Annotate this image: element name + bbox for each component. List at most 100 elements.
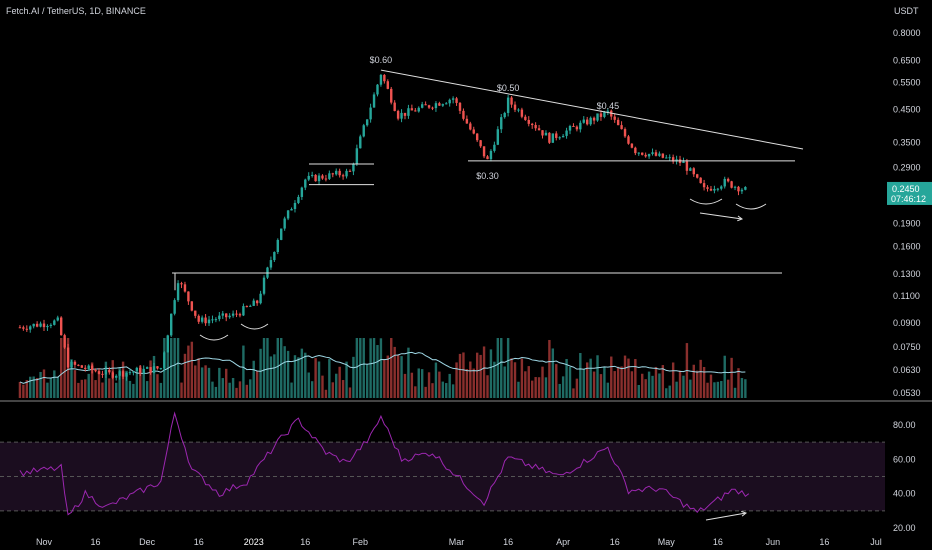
volume-bar: [252, 360, 255, 398]
time-axis-tick: 16: [194, 537, 204, 547]
candle: [390, 88, 393, 103]
candle: [269, 260, 273, 268]
candle: [599, 113, 603, 117]
candle: [77, 364, 80, 366]
candle: [49, 324, 53, 326]
price-axis-tick: 0.8000: [893, 28, 921, 38]
volume-bar: [276, 338, 279, 398]
volume-bar: [414, 386, 417, 398]
candle: [293, 202, 297, 209]
candle: [149, 367, 152, 373]
candle: [438, 103, 441, 106]
candle: [211, 319, 214, 321]
volume-bar: [675, 381, 678, 398]
candle: [317, 175, 321, 182]
candle: [637, 152, 640, 154]
candle: [737, 186, 740, 192]
candle: [558, 137, 561, 139]
volume-bar: [524, 371, 527, 398]
candle: [53, 320, 56, 325]
volume-bar: [537, 377, 541, 398]
price-axis-tick: 0.0630: [893, 365, 921, 375]
volume-bar: [269, 356, 273, 398]
volume-bar: [39, 371, 42, 398]
candle: [125, 372, 128, 377]
rsi-axis-tick: 60.00: [893, 454, 916, 464]
candle: [214, 319, 218, 321]
volume-bar: [589, 358, 592, 398]
volume-bar: [297, 357, 300, 398]
candle: [207, 319, 211, 324]
price-axis-tick: 0.3500: [893, 138, 921, 148]
volume-bar: [46, 382, 49, 398]
candle: [689, 168, 692, 171]
candle: [720, 186, 723, 189]
volume-bar: [211, 381, 214, 398]
volume-bar: [376, 345, 379, 398]
candle: [616, 119, 620, 126]
candle: [163, 352, 166, 369]
candle: [66, 347, 70, 368]
candle: [200, 317, 204, 322]
candle: [606, 110, 610, 112]
volume-bar: [434, 362, 438, 398]
candle: [135, 367, 139, 372]
candle: [324, 178, 328, 180]
candle: [94, 370, 97, 372]
volume-bar: [128, 380, 132, 398]
candle: [22, 327, 25, 329]
candle: [506, 97, 510, 113]
volume-bar: [317, 361, 321, 398]
candle: [142, 368, 145, 374]
candle: [111, 372, 114, 378]
volume-bar: [42, 369, 46, 398]
volume-bar: [482, 346, 486, 398]
candle: [541, 130, 544, 136]
volume-bar: [365, 364, 369, 398]
rounded-bottom-arc: [240, 323, 269, 330]
volume-bar: [152, 355, 156, 398]
candle: [730, 181, 733, 188]
volume-bar: [503, 366, 506, 398]
volume-bar: [530, 380, 534, 398]
volume-bar: [104, 361, 108, 398]
volume-bar: [527, 366, 530, 398]
volume-bar: [386, 355, 390, 398]
candle: [101, 373, 104, 375]
volume-bar: [156, 374, 159, 398]
candle: [73, 361, 77, 365]
volume-bar: [22, 384, 25, 398]
volume-bar: [135, 371, 139, 398]
volume-bar: [730, 357, 733, 398]
candle: [341, 175, 345, 177]
volume-bar: [132, 383, 135, 398]
volume-bar: [620, 366, 623, 398]
volume-bar: [225, 368, 228, 398]
volume-bar: [214, 386, 218, 398]
volume-bar: [273, 354, 276, 398]
candle: [424, 104, 427, 106]
volume-bar: [737, 368, 740, 398]
candle: [310, 174, 314, 176]
price-axis-tick: 0.1100: [893, 291, 920, 301]
candle: [407, 108, 410, 116]
volume-ma-line: [19, 351, 746, 384]
time-axis-tick: 16: [713, 537, 723, 547]
volume-bar: [70, 359, 73, 398]
price-axis-tick: 0.4500: [893, 104, 921, 114]
time-axis-tick: 16: [610, 537, 620, 547]
price-arrow-head: [737, 215, 744, 222]
volume-bar: [18, 381, 22, 398]
price-axis-tick: 0.0530: [893, 388, 921, 398]
candle: [228, 315, 231, 318]
candle: [84, 367, 87, 369]
volume-bar: [266, 338, 269, 398]
time-axis-tick: 16: [819, 537, 829, 547]
candle: [582, 119, 585, 123]
volume-bar: [671, 362, 675, 398]
candle: [276, 239, 279, 253]
volume-bar: [599, 374, 603, 398]
candle: [551, 133, 555, 143]
candle: [304, 179, 307, 188]
